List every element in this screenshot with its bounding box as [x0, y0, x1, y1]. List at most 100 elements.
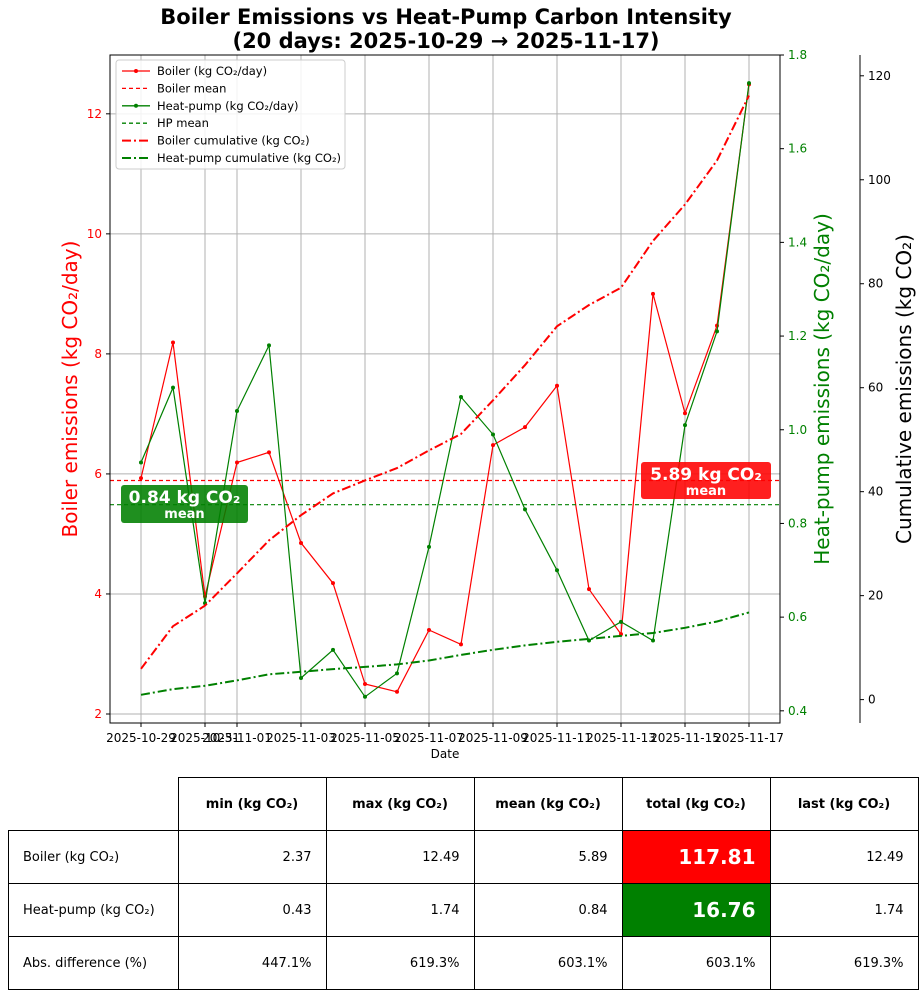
data-point-marker: [523, 507, 527, 512]
data-point-marker: [715, 329, 719, 334]
legend-marker: [134, 69, 138, 73]
y-tick-label-cumulative: 0: [868, 693, 876, 707]
plot-frame: [109, 54, 781, 724]
y-tick-label-right: 1.4: [788, 235, 807, 249]
x-tick-label: 2025-11-09: [458, 731, 528, 745]
y-tick-label-left: 12: [87, 107, 102, 121]
mean-badge-value: 5.89 kg CO₂: [650, 465, 762, 485]
x-tick-label: 2025-11-15: [650, 731, 720, 745]
data-point-marker: [267, 450, 271, 455]
x-tick-label: 2025-11-07: [394, 731, 464, 745]
x-tick-label: 2025-11-03: [266, 731, 336, 745]
col-header-min: min (kg CO₂): [177, 777, 327, 831]
y-axis-label-cumulative: Cumulative emissions (kg CO₂): [892, 234, 916, 544]
cell-last: 12.49: [769, 830, 919, 884]
data-point-marker: [555, 383, 559, 388]
data-point-marker: [299, 676, 303, 681]
y-tick-label-right: 0.6: [788, 610, 807, 624]
legend: Boiler (kg CO₂/day) Boiler mean Heat-pump …: [115, 59, 346, 170]
data-point-marker: [459, 394, 463, 399]
cell-mean: 0.84: [473, 883, 623, 937]
x-tick-label: 2025-10-31: [170, 731, 240, 745]
data-point-marker: [395, 689, 399, 694]
data-point-marker: [235, 460, 239, 465]
data-point-marker: [651, 638, 655, 643]
cumulative-line: [140, 611, 750, 696]
data-point-marker: [427, 627, 431, 632]
data-point-marker: [427, 544, 431, 549]
data-point-marker: [395, 671, 399, 676]
cell-last: 1.74: [769, 883, 919, 937]
y-tick-label-right: 0.8: [788, 516, 807, 530]
y-axis-label-left: Boiler emissions (kg CO₂/day): [58, 241, 82, 538]
cell-max: 12.49: [325, 830, 475, 884]
table-row-heatpump: Heat-pump (kg CO₂) 0.43 1.74 0.84 16.76 …: [8, 883, 919, 937]
x-tick-label: 2025-11-13: [586, 731, 656, 745]
col-header-max: max (kg CO₂): [325, 777, 475, 831]
legend-label: Heat-pump cumulative (kg CO₂): [157, 151, 341, 165]
daily-line: [140, 83, 750, 698]
data-point-marker: [139, 460, 143, 465]
cell-max: 1.74: [325, 883, 475, 937]
col-header-last: last (kg CO₂): [769, 777, 919, 831]
y-tick-label-right: 1.8: [788, 48, 807, 62]
data-point-marker: [139, 476, 143, 481]
y-tick-label-left: 6: [94, 467, 102, 481]
data-point-marker: [651, 291, 655, 296]
legend-marker: [134, 103, 138, 108]
daily-line: [140, 84, 750, 693]
data-point-marker: [363, 681, 367, 686]
cell-mean: 5.89: [473, 830, 623, 884]
y-tick-label-right: 1.6: [788, 142, 807, 156]
x-tick-label: 2025-11-17: [714, 731, 784, 745]
cell-min: 0.43: [177, 883, 327, 937]
cell-total-highlight: 16.76: [621, 883, 771, 937]
data-point-marker: [683, 423, 687, 428]
legend-box: [115, 59, 346, 170]
data-point-marker: [683, 411, 687, 416]
legend-label: Boiler cumulative (kg CO₂): [157, 134, 310, 148]
legend-label: Boiler mean: [157, 81, 226, 95]
y-tick-label-right: 1.0: [788, 423, 807, 437]
row-label: Heat-pump (kg CO₂): [8, 883, 179, 937]
data-point-marker: [619, 619, 623, 624]
mean-badge-label: mean: [164, 507, 204, 522]
cell-last: 619.3%: [769, 936, 919, 990]
data-point-marker: [363, 694, 367, 699]
data-point-marker: [459, 642, 463, 647]
x-tick-label: 2025-11-01: [202, 731, 272, 745]
y-tick-label-cumulative: 60: [868, 381, 883, 395]
x-tick-label: 2025-11-11: [522, 731, 592, 745]
y-tick-label-right: 1.2: [788, 329, 807, 343]
data-point-marker: [331, 581, 335, 586]
col-header-mean: mean (kg CO₂): [473, 777, 623, 831]
data-point-marker: [747, 81, 751, 86]
summary-table: min (kg CO₂) max (kg CO₂) mean (kg CO₂) …: [8, 777, 919, 990]
x-tick-label: 2025-11-05: [330, 731, 400, 745]
y-tick-label-cumulative: 20: [868, 589, 883, 603]
data-point-marker: [491, 432, 495, 437]
row-label: Boiler (kg CO₂): [8, 830, 179, 884]
data-point-marker: [491, 443, 495, 448]
table-header-row: min (kg CO₂) max (kg CO₂) mean (kg CO₂) …: [8, 777, 919, 831]
data-point-marker: [235, 409, 239, 414]
y-tick-label-left: 10: [87, 227, 102, 241]
cell-min: 2.37: [177, 830, 327, 884]
data-point-marker: [171, 385, 175, 390]
table-row-boiler: Boiler (kg CO₂) 2.37 12.49 5.89 117.81 1…: [8, 830, 919, 884]
data-point-marker: [523, 425, 527, 430]
y-tick-label-cumulative: 80: [868, 277, 883, 291]
x-axis-label: Date: [431, 747, 460, 761]
y-tick-label-left: 4: [94, 587, 102, 601]
data-point-marker: [267, 343, 271, 348]
plot-series: [110, 81, 780, 699]
cell-mean: 603.1%: [473, 936, 623, 990]
mean-badge-value: 0.84 kg CO₂: [129, 488, 241, 508]
chart-subtitle: (20 days: 2025-10-29 → 2025-11-17): [232, 29, 659, 53]
cell-min: 447.1%: [177, 936, 327, 990]
x-tick-label: 2025-10-29: [106, 731, 176, 745]
y-tick-label-left: 2: [94, 707, 102, 721]
axes: 2025-10-292025-10-312025-11-012025-11-03…: [87, 48, 891, 745]
legend-label: Heat-pump (kg CO₂/day): [157, 99, 298, 113]
